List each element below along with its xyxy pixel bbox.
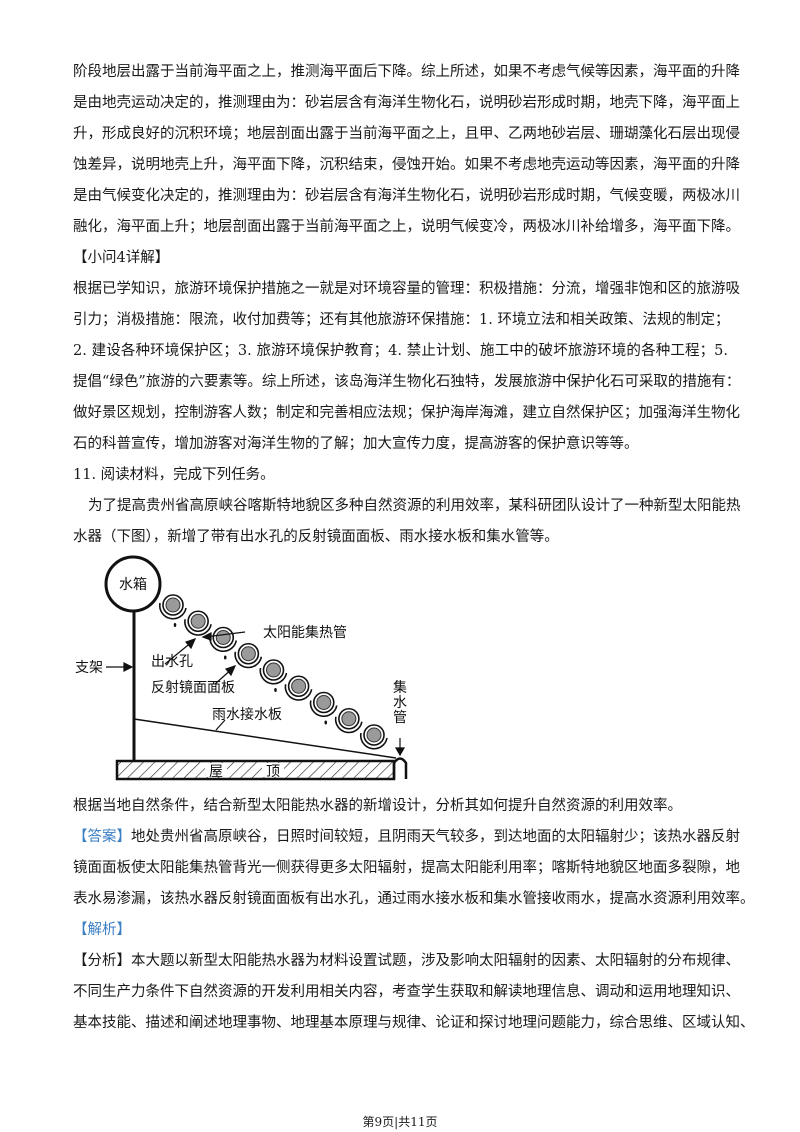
answer-label: 【答案】 [73, 829, 131, 845]
text-line: 升，形成良好的沉积环境；地层剖面出露于当前海平面之上，且甲、乙两地砂岩层、珊瑚藻… [73, 126, 740, 142]
mirror-panel-label: 反射镜面面板 [151, 680, 235, 696]
collect-pipe-label: 集水管 [393, 679, 407, 726]
text-line: 阶段地层出露于当前海平面之上，推测海平面后下降。综上所述，如果不考虑气候等因素，… [73, 64, 740, 80]
rain-board [133, 718, 397, 759]
answer-line: 【答案】地处贵州省高原峡谷，日照时间较短，且阴雨天气较多，到达地面的太阳辐射少；… [73, 827, 740, 847]
text-line: 表水易渗漏，该热水器反射镜面面板有出水孔，通过雨水接水板和集水管接收雨水，提高水… [73, 891, 755, 907]
text-line: 不同生产力条件下自然资源的开发利用相关内容，考查学生获取和解读地理信息、调动和运… [73, 984, 740, 1000]
collector-tube [234, 642, 263, 669]
text-line: 石的科普宣传，增加游客对海洋生物的了解；加大宣传力度，提高游客的保护意识等等。 [73, 436, 639, 452]
text-line: 做好景区规划，控制游客人数；制定和完善相应法规；保护海岸海滩，建立自然保护区；加… [73, 405, 740, 421]
collector-tube [184, 610, 212, 636]
text-line: 是由气候变化决定的，推测理由为：砂岩层含有海洋生物化石，说明砂岩形成时期，气候变… [73, 188, 740, 204]
text-line: 2. 建设各种环境保护区；3. 旅游环境保护教育；4. 禁止计划、施工中的破坏旅… [73, 343, 728, 359]
roof [115, 759, 396, 781]
text-line: 蚀差异，说明地壳上升，海平面下降，沉积结束，侵蚀开始。如果不考虑地壳运动等因素，… [73, 157, 740, 173]
question-title: 11. 阅读材料，完成下列任务。 [73, 467, 275, 483]
tank-label: 水箱 [119, 577, 147, 593]
collector-tube [259, 659, 288, 692]
collector-tube-label: 太阳能集热管 [263, 624, 347, 641]
text-line: 根据已学知识，旅游环境保护措施之一就是对环境容量的管理：积极措施：分流，增强非饱… [73, 281, 740, 297]
page-footer: 第9页|共11页 [362, 1115, 438, 1129]
collect-pipe [392, 757, 408, 779]
collector-tube [209, 626, 238, 660]
text-line: 提倡“绿色”旅游的六要素等。综上所述，该岛海洋生物化石独特，发展旅游中保护化石可… [73, 374, 741, 390]
roof-label-1: 屋 [209, 764, 223, 780]
outlet-hole-label: 出水孔 [151, 654, 193, 670]
collector-tube [359, 724, 388, 750]
answer-text: 地处贵州省高原峡谷，日照时间较短，且阴雨天气较多，到达地面的太阳辐射少；该热水器… [131, 829, 740, 845]
text-line: 引力；消极措施：限流，收付加费等；还有其他旅游环保措施：1. 环境立法和相关政策… [73, 312, 730, 328]
collector-tube [334, 707, 363, 734]
rain-board-label: 雨水接水板 [212, 706, 282, 723]
collector-tube [284, 675, 313, 701]
collector-tube [309, 691, 338, 725]
text-line: 【分析】本大题以新型太阳能热水器为材料设置试题，涉及影响太阳辐射的因素、太阳辐射… [73, 953, 740, 969]
support-label: 支架 [75, 660, 103, 676]
material-line: 为了提高贵州省高原峡谷喀斯特地貌区多种自然资源的利用效率，某科研团队设计了一种新… [88, 498, 741, 514]
text-line: 基本技能、描述和阐述地理事物、地理基本原理与规律、论证和探讨地理问题能力，综合思… [73, 1015, 755, 1031]
material-line: 水器（下图），新增了带有出水孔的反射镜面面板、雨水接水板和集水管等。 [73, 529, 559, 545]
text-line: 融化，海平面上升；地层剖面出露于当前海平面之上，说明气候变冷，两极冰川补给增多，… [73, 219, 740, 235]
text-line: 是由地壳运动决定的，推测理由为：砂岩层含有海洋生物化石，说明砂岩形成时期，地壳下… [73, 95, 740, 111]
section-heading: 【小问4详解】 [73, 250, 170, 266]
analysis-label: 【解析】 [73, 922, 131, 938]
text-line: 镜面面板使太阳能集热管背光一侧获得更多太阳辐射，提高太阳能利用率；喀斯特地貌区地… [73, 860, 740, 876]
roof-label-2: 顶 [266, 764, 280, 780]
question-text: 根据当地自然条件，结合新型太阳能热水器的新增设计，分析其如何提升自然资源的利用效… [73, 798, 682, 814]
collector-tube [158, 594, 187, 627]
